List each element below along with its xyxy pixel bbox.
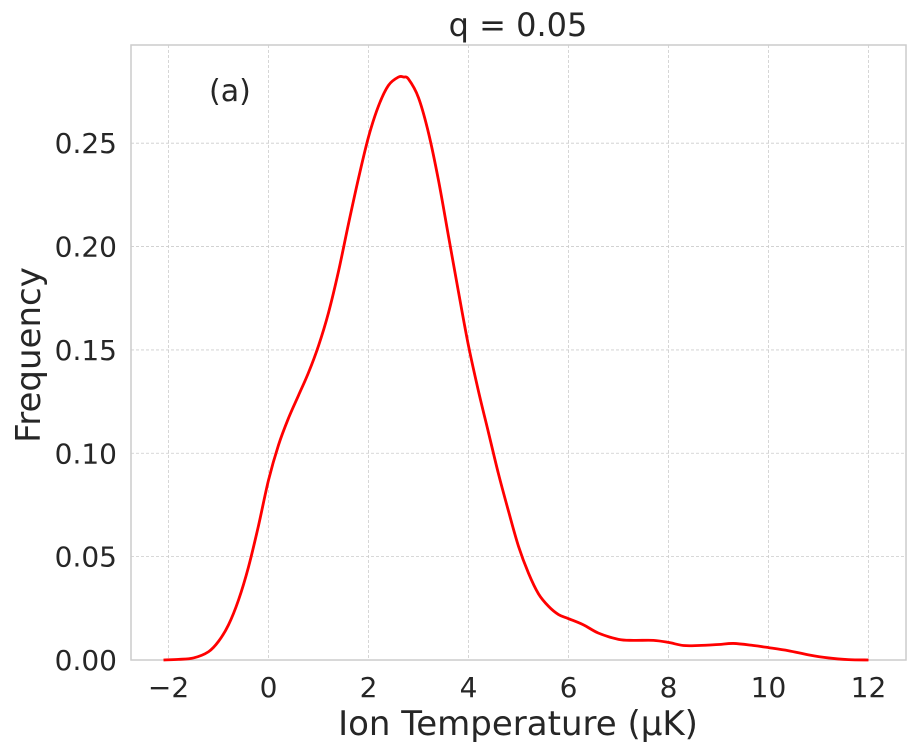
y-tick-label: 0.15	[55, 334, 117, 367]
y-tick-label: 0.10	[55, 437, 117, 470]
x-tick-label: 2	[360, 671, 378, 704]
chart-title: q = 0.05	[449, 6, 588, 44]
x-axis-label: Ion Temperature (μK)	[338, 704, 698, 744]
x-tick-labels: −2 0 2 4 6 8 10 12	[148, 671, 886, 704]
panel-label: (a)	[209, 74, 251, 109]
plot-frame	[130, 44, 907, 661]
x-tick-label: 4	[460, 671, 478, 704]
x-tick-label: 10	[751, 671, 787, 704]
y-tick-label: 0.05	[55, 541, 117, 574]
y-axis-label: Frequency	[9, 267, 49, 443]
x-tick-label: 12	[851, 671, 887, 704]
density-curve	[163, 74, 869, 662]
x-tick-label: 8	[660, 671, 678, 704]
x-tick-label: 0	[260, 671, 278, 704]
x-tick-label: −2	[148, 671, 189, 704]
x-tick-label: 6	[560, 671, 578, 704]
y-tick-label: 0.20	[55, 231, 117, 264]
y-tick-labels: 0.00 0.05 0.10 0.15 0.20 0.25	[55, 127, 117, 677]
y-tick-label: 0.25	[55, 127, 117, 160]
y-tick-label: 0.00	[55, 644, 117, 677]
